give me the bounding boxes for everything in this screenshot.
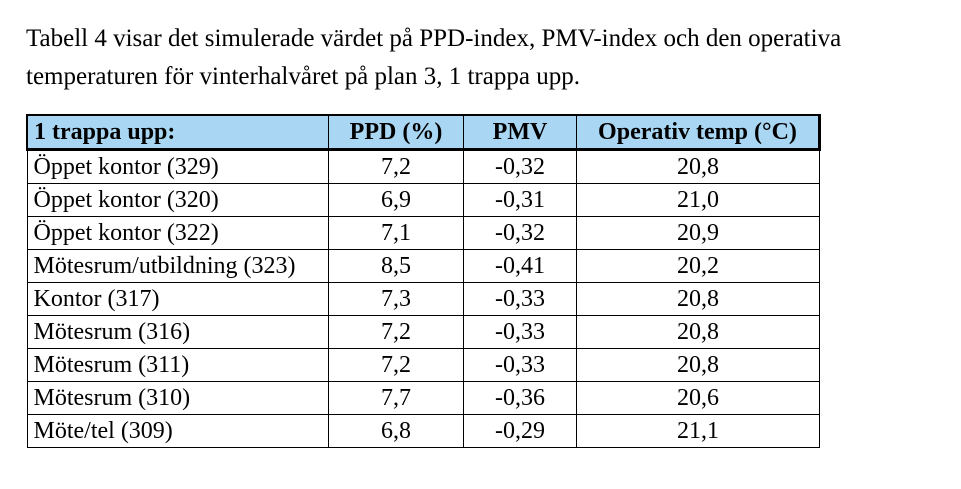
table-row: Mötesrum (316) 7,2 -0,33 20,8 [26,315,820,349]
room-name: Möte/tel (309) [26,414,329,448]
room-name: Öppet kontor (329) [26,149,329,184]
ppd-value: 7,2 [328,149,464,184]
header-operative-temp: Operativ temp (°C) [576,114,821,151]
intro-paragraph: Tabell 4 visar det simulerade värdet på … [26,20,946,96]
pmv-value: -0,33 [463,348,577,382]
table-header-row: 1 trappa upp: PPD (%) PMV Operativ temp … [26,114,821,151]
room-name: Mötesrum/utbildning (323) [26,249,329,283]
header-floor: 1 trappa upp: [26,114,329,151]
operative-temp-value: 20,6 [576,381,820,415]
pmv-value: -0,33 [463,315,577,349]
pmv-value: -0,36 [463,381,577,415]
ppd-value: 7,2 [328,315,464,349]
operative-temp-value: 20,8 [576,149,820,184]
ppd-value: 6,8 [328,414,464,448]
operative-temp-value: 21,1 [576,414,820,448]
ppd-value: 6,9 [328,183,464,217]
room-name: Öppet kontor (322) [26,216,329,250]
room-name: Mötesrum (310) [26,381,329,415]
table-row: Kontor (317) 7,3 -0,33 20,8 [26,282,820,316]
intro-line-1: Tabell 4 visar det simulerade värdet på … [26,25,842,52]
room-name: Mötesrum (316) [26,315,329,349]
table-row: Mötesrum (311) 7,2 -0,33 20,8 [26,348,820,382]
header-pmv: PMV [463,114,577,151]
table-row: Öppet kontor (320) 6,9 -0,31 21,0 [26,183,820,217]
ppd-value: 7,7 [328,381,464,415]
table-row: Mötesrum/utbildning (323) 8,5 -0,41 20,2 [26,249,820,283]
room-name: Kontor (317) [26,282,329,316]
table-row: Mötesrum (310) 7,7 -0,36 20,6 [26,381,820,415]
operative-temp-value: 20,8 [576,348,820,382]
operative-temp-value: 20,9 [576,216,820,250]
table-row: Öppet kontor (322) 7,1 -0,32 20,9 [26,216,820,250]
pmv-value: -0,41 [463,249,577,283]
ppd-value: 8,5 [328,249,464,283]
table-row: Öppet kontor (329) 7,2 -0,32 20,8 [26,149,820,184]
room-name: Öppet kontor (320) [26,183,329,217]
operative-temp-value: 20,2 [576,249,820,283]
operative-temp-value: 20,8 [576,315,820,349]
ppd-value: 7,3 [328,282,464,316]
comfort-table: 1 trappa upp: PPD (%) PMV Operativ temp … [26,114,821,448]
operative-temp-value: 21,0 [576,183,820,217]
pmv-value: -0,33 [463,282,577,316]
pmv-value: -0,31 [463,183,577,217]
pmv-value: -0,32 [463,149,577,184]
operative-temp-value: 20,8 [576,282,820,316]
table-row: Möte/tel (309) 6,8 -0,29 21,1 [26,414,820,448]
ppd-value: 7,2 [328,348,464,382]
intro-line-2: temperaturen för vinterhalvåret på plan … [26,63,580,90]
pmv-value: -0,29 [463,414,577,448]
header-ppd: PPD (%) [328,114,464,151]
ppd-value: 7,1 [328,216,464,250]
room-name: Mötesrum (311) [26,348,329,382]
pmv-value: -0,32 [463,216,577,250]
